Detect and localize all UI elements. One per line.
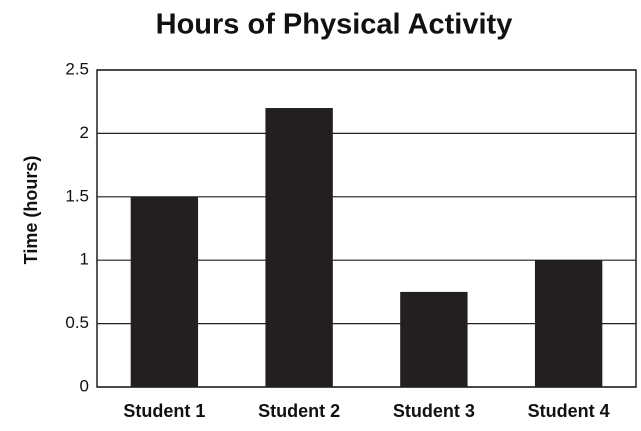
- bar: [400, 291, 468, 387]
- y-tick-label: 2: [80, 123, 89, 142]
- y-axis-label: Time (hours): [21, 156, 41, 265]
- x-tick-label: Student 4: [528, 401, 610, 421]
- y-tick-label: 1: [80, 250, 89, 269]
- x-tick-label: Student 3: [393, 401, 475, 421]
- x-tick-label: Student 2: [258, 401, 340, 421]
- x-tick-label: Student 1: [123, 401, 205, 421]
- y-tick-label: 0.5: [65, 313, 89, 332]
- bar: [534, 260, 603, 387]
- y-tick-label: 1.5: [65, 186, 89, 205]
- bar: [130, 196, 199, 387]
- y-tick-label: 0: [80, 376, 89, 395]
- y-tick-label: 2.5: [65, 59, 89, 78]
- chart-title: Hours of Physical Activity: [156, 9, 513, 41]
- bar: [265, 108, 333, 387]
